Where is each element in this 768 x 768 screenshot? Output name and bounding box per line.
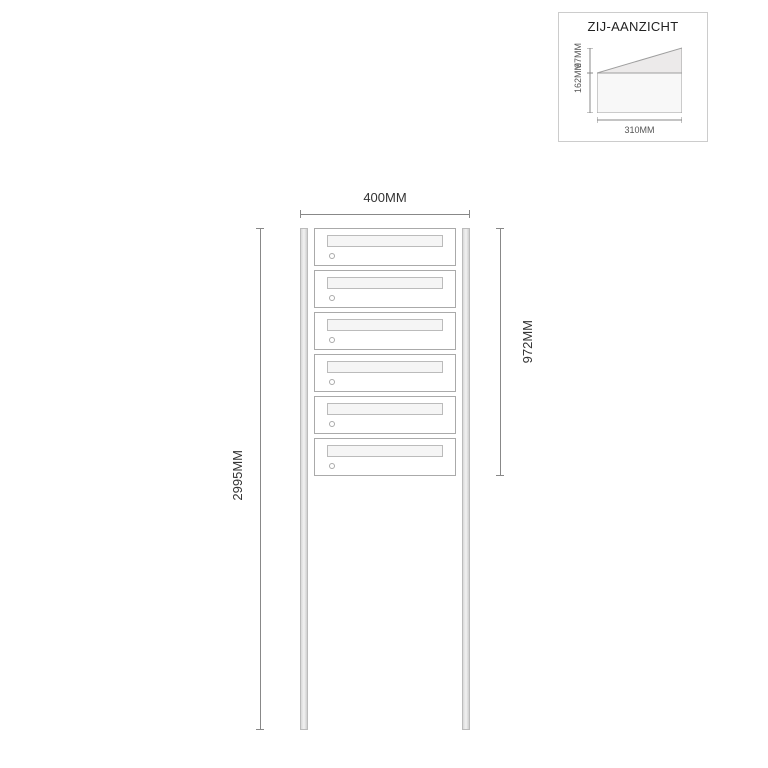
side-view-drawing — [597, 43, 682, 113]
width-label: 400MM — [300, 190, 470, 205]
lock-knob-icon — [329, 337, 335, 343]
width-tick-left — [300, 210, 301, 218]
mailbox-unit — [314, 354, 456, 392]
boxes-height-label: 972MM — [520, 320, 535, 363]
post-left — [300, 228, 308, 730]
side-depth-dimline — [597, 117, 682, 123]
side-lid-height-dimline — [587, 48, 593, 73]
mailbox-assembly — [300, 228, 470, 730]
lock-knob-icon — [329, 421, 335, 427]
boxes-height-tick-bot — [496, 475, 504, 476]
side-view-panel: ZIJ-AANZICHT 310MM 162MM 97MM — [558, 12, 708, 142]
post-right — [462, 228, 470, 730]
full-height-tick-bot — [256, 729, 264, 730]
mail-slot — [327, 277, 443, 289]
mail-slot — [327, 403, 443, 415]
side-body-height-dimline — [587, 73, 593, 113]
boxes-height-dim-line — [500, 228, 501, 476]
boxes-height-tick-top — [496, 228, 504, 229]
width-dim-line — [300, 214, 470, 215]
lock-knob-icon — [329, 379, 335, 385]
full-height-label: 2995MM — [230, 450, 245, 501]
mailbox-unit — [314, 396, 456, 434]
lock-knob-icon — [329, 295, 335, 301]
side-view-title: ZIJ-AANZICHT — [559, 19, 707, 34]
width-tick-right — [469, 210, 470, 218]
mail-slot — [327, 445, 443, 457]
side-depth-label: 310MM — [597, 125, 682, 135]
mail-slot — [327, 319, 443, 331]
mailbox-unit — [314, 438, 456, 476]
full-height-dim-line — [260, 228, 261, 730]
full-height-tick-top — [256, 228, 264, 229]
mailbox-unit — [314, 228, 456, 266]
mailbox-unit — [314, 312, 456, 350]
mail-slot — [327, 235, 443, 247]
lock-knob-icon — [329, 253, 335, 259]
mailbox-stack — [314, 228, 456, 476]
side-view-svg — [597, 43, 682, 113]
mail-slot — [327, 361, 443, 373]
side-lid-height-label: 97MM — [573, 43, 583, 68]
lock-knob-icon — [329, 463, 335, 469]
mailbox-unit — [314, 270, 456, 308]
